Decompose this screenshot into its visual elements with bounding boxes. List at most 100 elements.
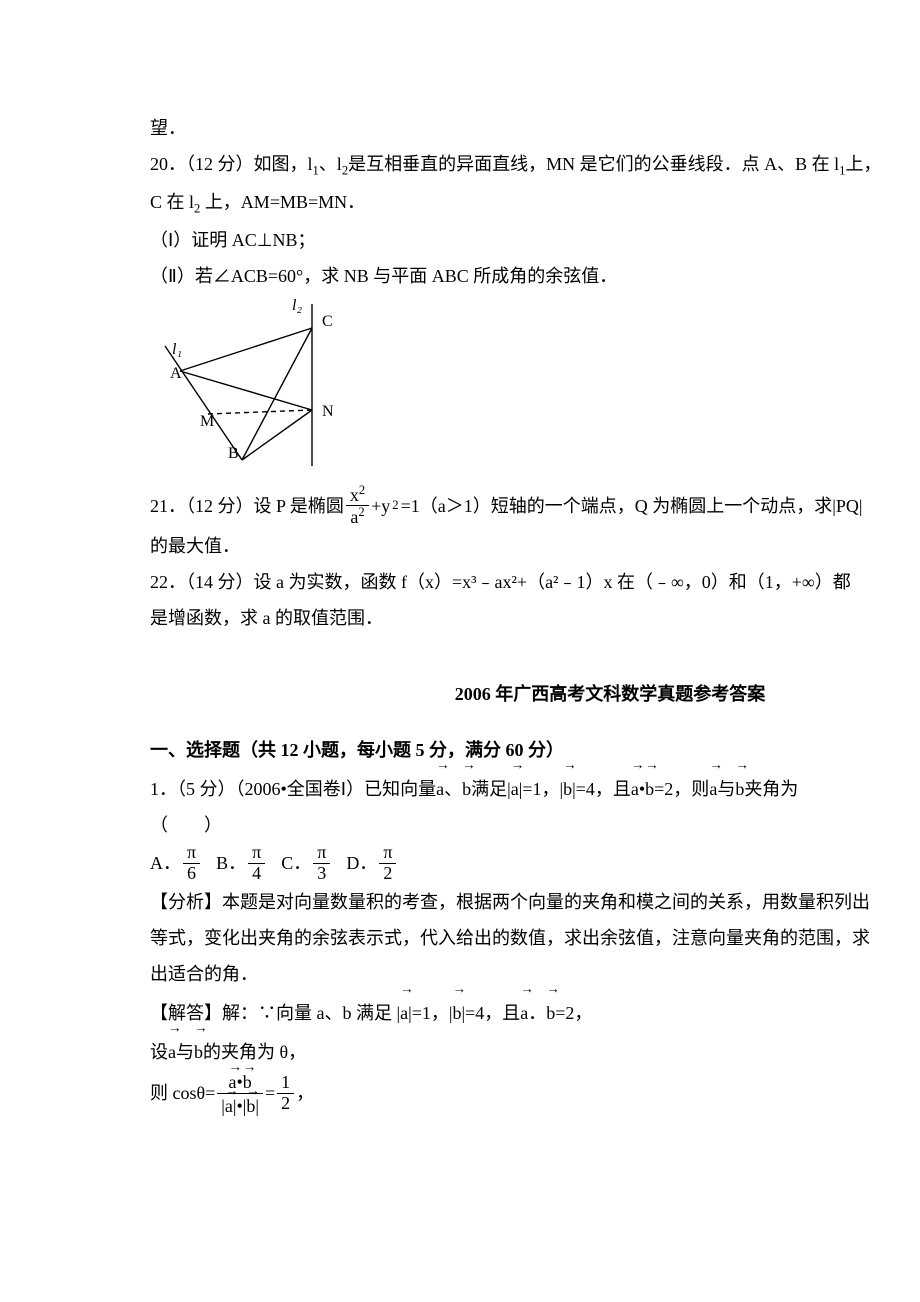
choice-c-num: π (313, 843, 330, 864)
q21-xnum: x (350, 485, 359, 505)
let-b: 与 (176, 1042, 194, 1062)
solve-a: 解：∵向量 a、b 满足 | (222, 1003, 400, 1023)
choice-d-label: D． (346, 845, 377, 881)
q20-line2b: 上，AM=MB=MN． (200, 192, 365, 212)
choice-a-den: 6 (183, 864, 200, 884)
q20-mid1: 、l (319, 154, 342, 174)
q21-stem: 21．（12 分）设 P 是椭圆 x2 a2 +y2=1（a＞1）短轴的一个端点… (150, 484, 920, 529)
cos-eq: = (265, 1075, 275, 1111)
ans-q1-analysis1: 【分析】本题是对向量数量积的考查，根据两个向量的夹角和模之间的关系，用数量积列出 (150, 884, 920, 920)
vec-a4-icon: a (709, 768, 717, 807)
cos-val-den: 2 (277, 1094, 294, 1114)
q21-xden-sup: 2 (358, 505, 364, 519)
ans-q1-m1: 、 (444, 779, 462, 799)
solve-b: |=1，| (408, 1003, 452, 1023)
choice-b-den: 4 (248, 864, 265, 884)
svg-text:C: C (322, 313, 333, 330)
ans-q1-m2: 满足| (471, 779, 511, 799)
cos-den-mid: |•| (233, 1096, 247, 1116)
q21-prefix: 21．（12 分）设 P 是椭圆 (150, 488, 344, 524)
solve-label: 【解答】 (150, 1003, 222, 1023)
ans-q1-m6: 与 (717, 779, 735, 799)
q20-stem: 20．（12 分）如图，l1、l2是互相垂直的异面直线，MN 是它们的公垂线段．… (150, 146, 920, 184)
cos-frac2: 1 2 (277, 1073, 294, 1114)
vec-b3-icon: b (645, 768, 654, 807)
svg-text:l₂: l₂ (292, 298, 302, 314)
q20-part2: （Ⅱ）若∠ACB=60°，求 NB 与平面 ABC 所成角的余弦值． (150, 258, 920, 294)
cos-a: 则 cosθ= (150, 1075, 215, 1111)
ans-q1-m7: 夹角为 (744, 779, 798, 799)
q20-prefix: 20．（12 分）如图，l (150, 154, 313, 174)
q20-line2: C 在 l2 上，AM=MB=MN． (150, 184, 920, 222)
ans-q1-m4: |=4，且 (572, 779, 631, 799)
choice-c-label: C． (281, 845, 311, 881)
ans-q1-let: 设a与b的夹角为 θ， (150, 1031, 920, 1070)
choice-d-den: 2 (379, 864, 396, 884)
answers-title: 2006 年广西高考文科数学真题参考答案 (150, 676, 920, 712)
ans-q1-choices: A． π 6 B． π 4 C． π 3 D． π 2 (150, 843, 920, 884)
svg-text:B: B (228, 445, 239, 462)
choice-c-den: 3 (313, 864, 330, 884)
choice-b-label: B． (216, 845, 246, 881)
svg-text:A: A (170, 365, 182, 382)
choice-d-num: π (379, 843, 396, 864)
ans-q1-m3: |=1，| (519, 779, 563, 799)
q22-line2: 是增函数，求 a 的取值范围． (150, 600, 920, 636)
cos-val-num: 1 (277, 1073, 294, 1094)
svg-text:l₁: l₁ (172, 341, 182, 358)
ans-q1-cos: 则 cosθ= a•b |a|•|b| = 1 2 ， (150, 1070, 920, 1117)
section1-head: 一、选择题（共 12 小题，每小题 5 分，满分 60 分） (150, 732, 920, 768)
solve-dot: ． (528, 1003, 546, 1023)
ans-q1-m5: =2，则 (654, 779, 709, 799)
let-vec-b-icon: b (194, 1031, 203, 1070)
vec-a-icon: a (436, 768, 444, 807)
q22-line1: 22．（14 分）设 a 为实数，函数 f（x）=x³﹣ax²+（a²﹣1）x … (150, 564, 920, 600)
choice-d-frac: π 2 (379, 843, 396, 884)
solve-vec-b2-icon: b (546, 992, 555, 1031)
cos-frac1: a•b |a|•|b| (217, 1070, 263, 1117)
ans-q1-paren: （ ） (150, 807, 920, 843)
ans-q1-stem: 1．（5 分）（2006•全国卷Ⅰ）已知向量a、b满足|a|=1，|b|=4，且… (150, 768, 920, 807)
q20-figure: l₁ l₂ C A M N B (150, 298, 920, 480)
q21-plus: +y (371, 488, 390, 524)
svg-text:M: M (200, 413, 214, 430)
q21-eq: =1（a＞1）短轴的一个端点，Q 为椭圆上一个动点，求|PQ| (401, 488, 863, 524)
vec-a2-icon: a (511, 768, 519, 807)
vec-b-icon: b (462, 768, 471, 807)
q20-part1: （Ⅰ）证明 AC⊥NB； (150, 222, 920, 258)
ans-q1-analysis2: 等式，变化出夹角的余弦表示式，代入给出的数值，求出余弦值，注意向量夹角的范围，求 (150, 920, 920, 956)
solve-c: |=4，且 (461, 1003, 520, 1023)
q21-ysup: 2 (392, 493, 398, 518)
ans-q1-a: 1．（5 分）（2006•全国卷Ⅰ）已知向量 (150, 779, 436, 799)
choice-c-frac: π 3 (313, 843, 330, 884)
cos-den-a-icon: a (225, 1094, 233, 1117)
q21-frac-x: x2 a2 (346, 484, 369, 529)
vec-b2-icon: b (563, 768, 572, 807)
vec-b4-icon: b (735, 768, 744, 807)
choice-b-frac: π 4 (248, 843, 265, 884)
solve-d: =2， (555, 1003, 592, 1023)
cos-tail: ， (296, 1075, 314, 1111)
let-a: 设 (150, 1042, 168, 1062)
let-vec-a-icon: a (168, 1031, 176, 1070)
vec-a3-icon: a (631, 768, 639, 807)
svg-text:N: N (322, 403, 334, 420)
q20-line2a: C 在 l (150, 192, 194, 212)
analysis-body1: 本题是对向量数量积的考查，根据两个向量的夹角和模之间的关系，用数量积列出 (222, 892, 870, 912)
analysis-label: 【分析】 (150, 892, 222, 912)
choice-a-frac: π 6 (183, 843, 200, 884)
q19-tail: 望． (150, 110, 920, 146)
solve-vec-b-icon: b (452, 992, 461, 1031)
choice-b-num: π (248, 843, 265, 864)
ans-q1-analysis3: 出适合的角． (150, 956, 920, 992)
choice-a-num: π (183, 843, 200, 864)
solve-vec-a-icon: a (400, 992, 408, 1031)
solve-vec-a2-icon: a (520, 992, 528, 1031)
choice-a-label: A． (150, 845, 181, 881)
q21-tail: 的最大值． (150, 528, 920, 564)
ans-q1-solve1: 【解答】解：∵向量 a、b 满足 |a|=1，|b|=4，且a．b=2， (150, 992, 920, 1031)
q20-mid3: 上， (845, 154, 881, 174)
cos-den-b-icon: b (246, 1094, 255, 1117)
q21-xnum-sup: 2 (359, 483, 365, 497)
q20-mid2: 是互相垂直的异面直线，MN 是它们的公垂线段．点 A、B 在 l (348, 154, 839, 174)
